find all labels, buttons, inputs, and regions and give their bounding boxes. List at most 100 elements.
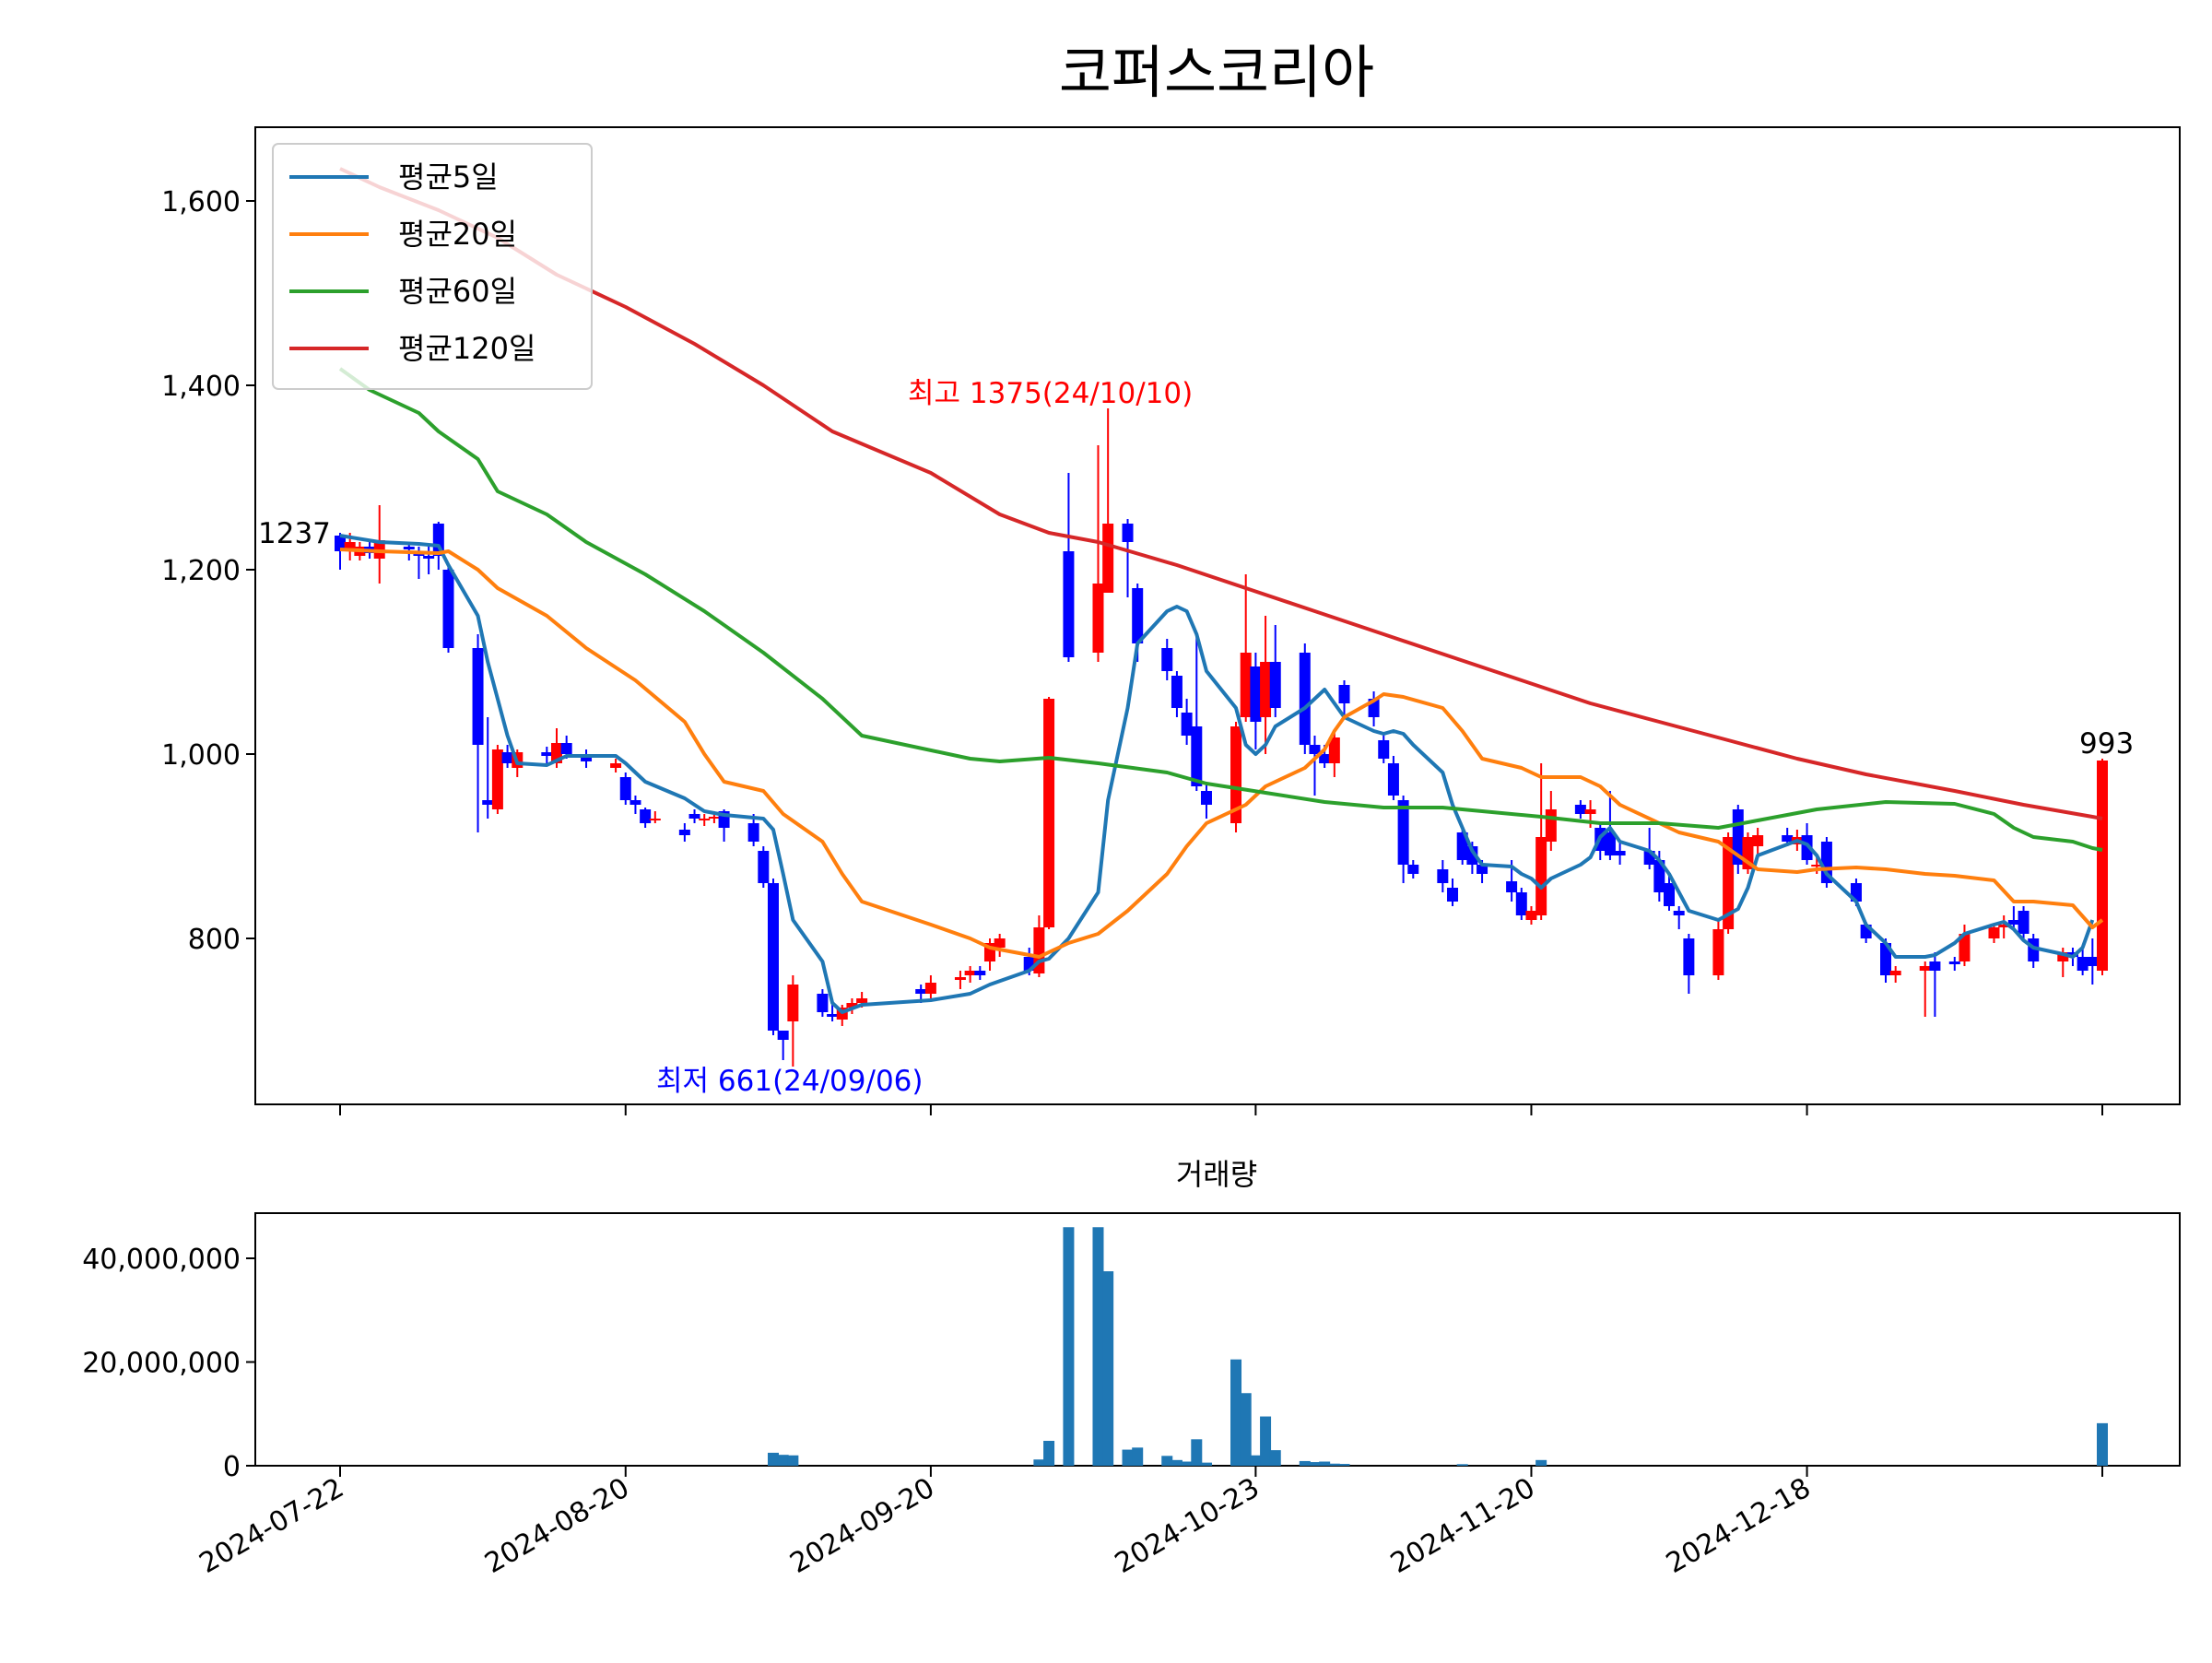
candle-body	[1456, 832, 1468, 860]
candle-body	[1338, 685, 1350, 703]
volume-bar	[1063, 1227, 1075, 1466]
candle-body	[1132, 588, 1144, 643]
volume-y-axis: 0 20,000,000 40,000,000	[82, 1244, 255, 1483]
volume-bar	[1132, 1447, 1144, 1466]
candle-body	[2077, 957, 2088, 971]
candle-body	[1466, 846, 1478, 865]
candle-body	[1171, 676, 1182, 708]
candle-body	[619, 777, 631, 800]
candle-body	[1614, 851, 1626, 855]
volume-bar	[777, 1455, 789, 1466]
candle-body	[1988, 927, 2000, 938]
candle-body	[1161, 648, 1173, 671]
candle-body	[787, 985, 799, 1021]
candle-body	[954, 977, 966, 980]
candle-body	[1820, 842, 1832, 883]
candle-body	[924, 983, 936, 994]
candle-body	[501, 752, 513, 763]
candle-body	[777, 1031, 789, 1040]
legend-box	[272, 143, 593, 390]
candle-body	[678, 830, 690, 835]
candle-body	[1477, 865, 1488, 874]
candle-body	[344, 542, 356, 551]
candle-body	[1191, 726, 1203, 786]
volume-bar	[1269, 1450, 1281, 1466]
volume-bar	[1191, 1439, 1203, 1466]
candle-body	[1387, 763, 1399, 796]
candle-body	[1959, 934, 1971, 961]
candle-body	[1269, 662, 1281, 708]
candle-body	[335, 536, 346, 551]
candle-body	[1299, 653, 1311, 745]
candle-body	[1683, 938, 1695, 975]
volume-plot-area	[254, 1212, 2181, 1467]
volume-bar	[1230, 1359, 1242, 1466]
moving-average-line-ma20	[339, 548, 2104, 959]
candle-body	[1525, 911, 1537, 920]
candle-body	[491, 749, 503, 809]
candle-body	[1378, 740, 1390, 759]
candle-body	[1782, 835, 1794, 842]
volume-bar	[1200, 1462, 1212, 1466]
candle-body	[708, 817, 720, 819]
candle-body	[856, 998, 868, 1003]
candle-body	[1092, 584, 1104, 653]
candle-body	[1604, 832, 1616, 855]
candle-body	[2057, 952, 2069, 961]
candle-body	[442, 570, 454, 648]
volume-y-tick-label: 0	[223, 1451, 241, 1483]
volume-bar	[1043, 1441, 1055, 1466]
price-y-tick-label: 1,000	[161, 739, 241, 772]
candle-body	[1319, 754, 1331, 763]
price-y-tick-label: 1,600	[161, 186, 241, 218]
legend-label-ma60: 평균60일	[398, 274, 517, 309]
candle-body	[2097, 761, 2108, 971]
candle-body	[1545, 809, 1557, 842]
price-x-axis	[339, 1104, 2103, 1115]
volume-bar	[767, 1452, 779, 1466]
candle-body	[413, 553, 425, 556]
candle-body	[560, 743, 572, 754]
volume-bar	[1250, 1455, 1262, 1466]
volume-bar	[1328, 1463, 1340, 1466]
volume-bar	[1102, 1271, 1114, 1466]
candle-body	[846, 1003, 858, 1008]
candle-body	[423, 556, 435, 559]
candle-body	[1998, 925, 2010, 927]
candle-body	[1574, 805, 1586, 814]
candle-body	[1673, 911, 1685, 915]
volume-title: 거래량	[1176, 1157, 1257, 1192]
price-y-tick-label: 1,400	[161, 371, 241, 403]
candle-body	[1880, 943, 1892, 975]
volume-bar	[1033, 1459, 1045, 1466]
candle-body	[1919, 966, 1931, 971]
high-price-label: 최고 1375(24/10/10)	[908, 377, 1193, 410]
candle-body	[649, 819, 661, 820]
candle-body	[1122, 524, 1134, 542]
candle-body	[1584, 809, 1596, 814]
candle-body	[1515, 892, 1527, 915]
volume-bar	[1181, 1461, 1193, 1466]
candle-body	[994, 938, 1006, 948]
candle-body	[482, 800, 494, 805]
volume-bar	[1092, 1227, 1104, 1466]
candle-body	[915, 989, 927, 994]
legend: 평균5일 평균20일 평균60일 평균120일	[272, 143, 593, 390]
chart-title: 코퍼스코리아	[1059, 39, 1374, 106]
candle-body	[1447, 888, 1459, 902]
candle-body	[1948, 961, 1960, 964]
volume-bar	[1299, 1460, 1311, 1466]
low-price-label: 최저 661(24/09/06)	[656, 1065, 923, 1098]
candle-body	[1506, 881, 1518, 892]
volume-bar	[1122, 1449, 1134, 1466]
volume-bar	[787, 1455, 799, 1466]
price-series-layer	[335, 167, 2108, 1067]
candle-body	[1181, 713, 1193, 736]
candle-body	[1043, 699, 1055, 927]
candle-body	[1397, 800, 1409, 865]
volume-bar	[1319, 1461, 1331, 1466]
price-y-tick-label: 800	[188, 924, 241, 956]
candle-body	[1437, 869, 1449, 883]
candle-body	[1230, 726, 1242, 823]
